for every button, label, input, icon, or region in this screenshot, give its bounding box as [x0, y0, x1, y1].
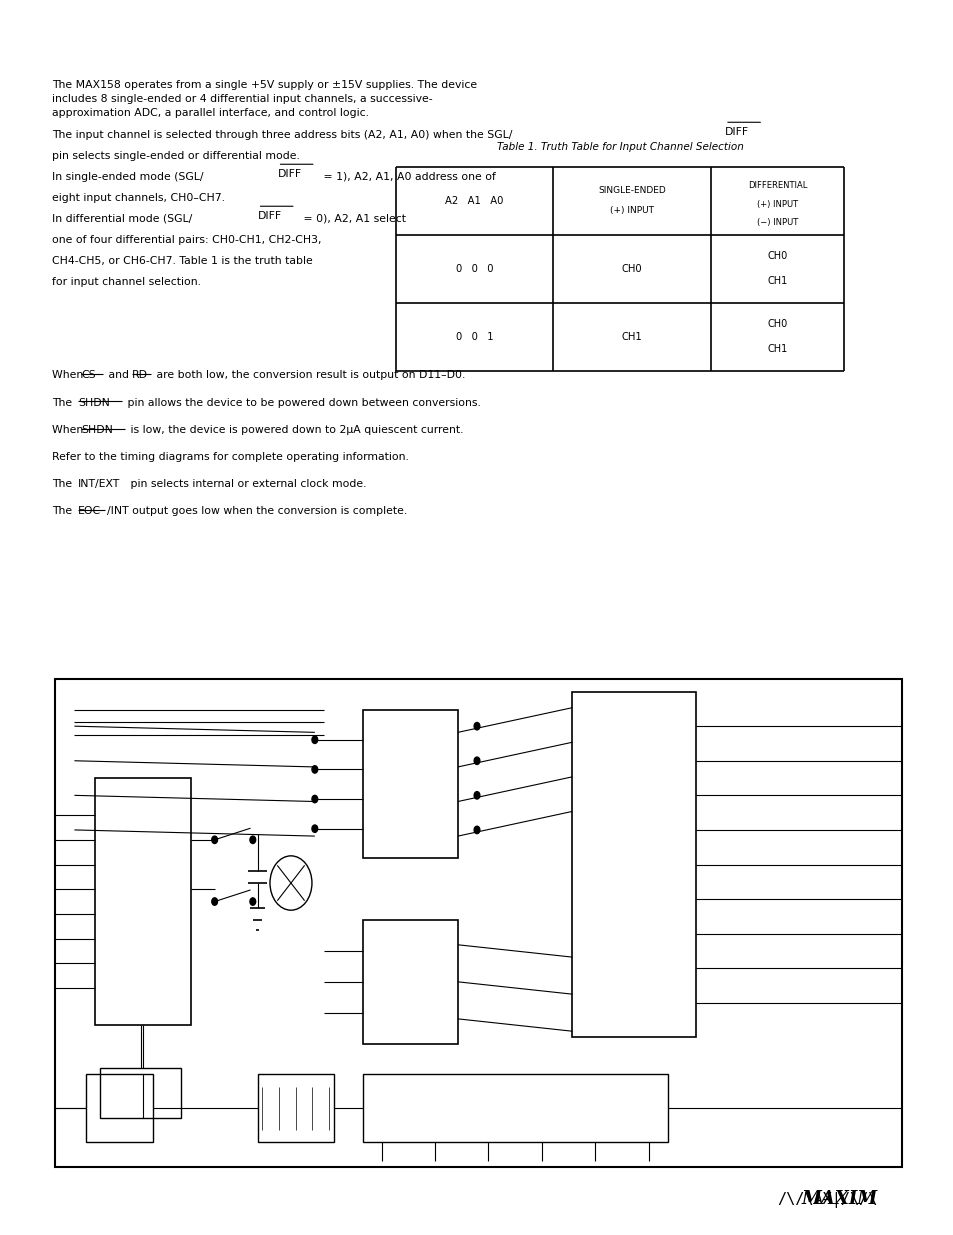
- Bar: [572, 692, 696, 1037]
- Text: pin selects internal or external clock mode.: pin selects internal or external clock m…: [127, 479, 366, 489]
- Bar: [55, 679, 902, 1167]
- Text: The: The: [52, 506, 76, 516]
- Text: (−) INPUT: (−) INPUT: [756, 217, 798, 227]
- Text: CS: CS: [81, 370, 95, 380]
- Text: SHDN: SHDN: [78, 398, 110, 408]
- Text: In differential mode (SGL/: In differential mode (SGL/: [52, 214, 193, 224]
- Bar: [362, 1074, 667, 1142]
- Text: DIFF: DIFF: [277, 169, 301, 179]
- Text: The: The: [52, 398, 76, 408]
- Circle shape: [474, 722, 479, 730]
- Bar: [362, 710, 457, 858]
- Text: CH0: CH0: [766, 251, 787, 262]
- Text: RD: RD: [132, 370, 148, 380]
- Text: = 0), A2, A1 select: = 0), A2, A1 select: [299, 214, 405, 224]
- Text: CH1: CH1: [766, 343, 787, 354]
- Text: (+) INPUT: (+) INPUT: [756, 200, 798, 209]
- Text: one of four differential pairs: CH0-CH1, CH2-CH3,: one of four differential pairs: CH0-CH1,…: [52, 235, 321, 245]
- Text: MAXIM: MAXIM: [801, 1189, 877, 1208]
- Text: The input channel is selected through three address bits (A2, A1, A0) when the S: The input channel is selected through th…: [52, 130, 513, 140]
- Text: /INT output goes low when the conversion is complete.: /INT output goes low when the conversion…: [107, 506, 407, 516]
- Text: A2   A1   A0: A2 A1 A0: [445, 195, 503, 206]
- Text: In single-ended mode (SGL/: In single-ended mode (SGL/: [52, 172, 204, 182]
- Text: /\/\AX|/\/\: /\/\AX|/\/\: [777, 1192, 877, 1208]
- Text: 0   0   1: 0 0 1: [456, 331, 493, 342]
- Text: CH0: CH0: [621, 263, 641, 274]
- Text: Table 1. Truth Table for Input Channel Selection: Table 1. Truth Table for Input Channel S…: [497, 142, 742, 152]
- Text: CH4-CH5, or CH6-CH7. Table 1 is the truth table: CH4-CH5, or CH6-CH7. Table 1 is the trut…: [52, 256, 313, 266]
- Text: pin selects single-ended or differential mode.: pin selects single-ended or differential…: [52, 151, 300, 161]
- Text: DIFFERENTIAL: DIFFERENTIAL: [747, 182, 806, 190]
- Text: for input channel selection.: for input channel selection.: [52, 277, 201, 287]
- Text: CH0: CH0: [766, 319, 787, 330]
- Text: and: and: [105, 370, 132, 380]
- Circle shape: [212, 898, 217, 905]
- Circle shape: [312, 766, 317, 773]
- Text: The: The: [52, 479, 76, 489]
- Bar: [257, 1074, 334, 1142]
- Text: = 1), A2, A1, A0 address one of: = 1), A2, A1, A0 address one of: [319, 172, 495, 182]
- Circle shape: [474, 757, 479, 764]
- Text: Refer to the timing diagrams for complete operating information.: Refer to the timing diagrams for complet…: [52, 452, 409, 462]
- Text: pin allows the device to be powered down between conversions.: pin allows the device to be powered down…: [124, 398, 480, 408]
- Circle shape: [312, 736, 317, 743]
- Circle shape: [474, 792, 479, 799]
- Text: The MAX158 operates from a single +5V supply or ±15V supplies. The device
includ: The MAX158 operates from a single +5V su…: [52, 80, 477, 119]
- Bar: [86, 1074, 152, 1142]
- Circle shape: [212, 836, 217, 844]
- Text: is low, the device is powered down to 2μA quiescent current.: is low, the device is powered down to 2μ…: [127, 425, 463, 435]
- Bar: [95, 778, 191, 1025]
- Text: CH1: CH1: [766, 275, 787, 287]
- Bar: [362, 920, 457, 1044]
- Text: DIFF: DIFF: [257, 211, 281, 221]
- Text: EOC: EOC: [78, 506, 101, 516]
- Text: eight input channels, CH0–CH7.: eight input channels, CH0–CH7.: [52, 193, 225, 203]
- Circle shape: [474, 826, 479, 834]
- Text: CH1: CH1: [621, 331, 641, 342]
- Bar: [100, 1068, 181, 1118]
- Circle shape: [312, 825, 317, 832]
- Text: When: When: [52, 425, 87, 435]
- Text: DIFF: DIFF: [724, 127, 748, 137]
- Text: 0   0   0: 0 0 0: [456, 263, 493, 274]
- Text: SINGLE-ENDED: SINGLE-ENDED: [598, 186, 665, 195]
- Text: When: When: [52, 370, 87, 380]
- Text: are both low, the conversion result is output on D11–D0.: are both low, the conversion result is o…: [152, 370, 464, 380]
- Text: (+) INPUT: (+) INPUT: [609, 206, 654, 215]
- Text: SHDN: SHDN: [81, 425, 112, 435]
- Circle shape: [250, 898, 255, 905]
- Text: INT/EXT: INT/EXT: [78, 479, 120, 489]
- Circle shape: [250, 836, 255, 844]
- Circle shape: [312, 795, 317, 803]
